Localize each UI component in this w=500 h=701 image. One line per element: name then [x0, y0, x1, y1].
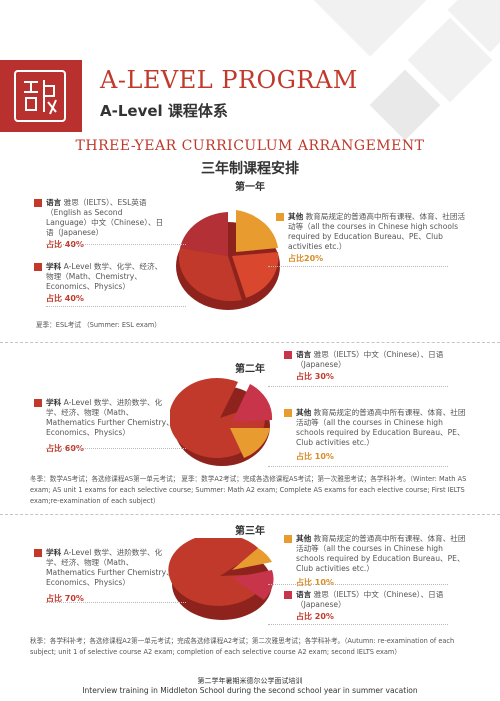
list-item: 学科 A-Level 数学、进阶数学、化学、经济、物理（Math、Mathema…	[34, 548, 174, 604]
year-title: 第三年	[235, 526, 265, 537]
section-title: THREE-YEAR CURRICULUM ARRANGEMENT	[75, 138, 425, 154]
divider	[46, 448, 186, 449]
pie-slice	[232, 548, 272, 570]
divider	[268, 624, 448, 625]
pie-chart	[170, 377, 273, 466]
page-subtitle: A-Level 课程体系	[100, 102, 228, 120]
pie-slice	[232, 252, 279, 298]
bullet-icon	[284, 409, 292, 417]
year-title: 第一年	[235, 182, 265, 193]
list-item: 其他 教育局规定的普通高中所有课程、体育、社团活动等（all the cours…	[284, 408, 466, 462]
footer-text-en: Interview training in Middleton School d…	[82, 686, 418, 695]
bullet-icon	[284, 591, 292, 599]
bullet-icon	[34, 399, 42, 407]
year-note: 秋季：各学科补考；各选修课程A2第一单元考试；完成各选修课程A2考试；第二次雅思…	[30, 637, 455, 656]
bullet-icon	[276, 213, 284, 221]
bullet-icon	[284, 535, 292, 543]
year-note: 夏季：ESL考试 （Summer: ESL exam）	[36, 321, 161, 329]
pie-slice	[168, 538, 268, 606]
divider	[268, 386, 448, 387]
pie-chart	[176, 210, 280, 310]
list-item: 语言 雅思（IELTS）中文（Chinese）、日语（Japanese） 占比 …	[284, 350, 456, 382]
list-item: 语言 雅思（IELTS）中文（Chinese）、日语（Japanese） 占比 …	[284, 590, 456, 622]
list-item: 语言 雅思（IELTS）、ESL英语（English as Second Lan…	[34, 198, 166, 250]
list-item: 学科 A-Level 数学、进阶数学、化学、经济、物理（Math、Mathema…	[34, 398, 174, 454]
bullet-icon	[34, 549, 42, 557]
pie-chart	[168, 538, 274, 620]
list-item: 学科 A-Level 数学、化学、经济、物理（Math、Chemistry、Ec…	[34, 262, 166, 304]
divider	[268, 466, 448, 467]
bullet-icon	[34, 263, 42, 271]
list-item: 其他 教育局规定的普通高中所有课程、体育、社团活动等（all the cours…	[284, 534, 466, 588]
pie-slice	[232, 570, 274, 600]
section-divider	[0, 514, 500, 515]
divider	[46, 306, 186, 307]
seal-logo-icon	[14, 70, 66, 122]
divider	[268, 584, 448, 585]
pie-slice	[232, 384, 273, 422]
pie-slice	[236, 210, 278, 252]
page-title: A-LEVEL PROGRAM	[100, 66, 358, 94]
pie-slice	[180, 212, 228, 256]
section-subtitle: 三年制课程安排	[201, 161, 299, 177]
pie-slice	[178, 248, 242, 302]
logo-block	[0, 60, 82, 132]
pie-slice	[230, 428, 270, 458]
footer-text-cn: 第二学年暑期米德尔公学面试培训	[197, 677, 303, 685]
year-title: 第二年	[235, 364, 265, 375]
background-shape	[313, 0, 427, 57]
section-divider	[0, 342, 500, 343]
divider	[46, 602, 186, 603]
divider	[46, 244, 186, 245]
bullet-icon	[34, 199, 42, 207]
year-note: 冬季：数学AS考试；各选修课程AS第一单元考试； 夏季：数学A2考试；完成各选修…	[30, 475, 467, 505]
list-item: 其他 教育局规定的普通高中所有课程、体育、社团活动等（all the cours…	[276, 212, 466, 264]
divider	[268, 266, 448, 267]
bullet-icon	[284, 351, 292, 359]
